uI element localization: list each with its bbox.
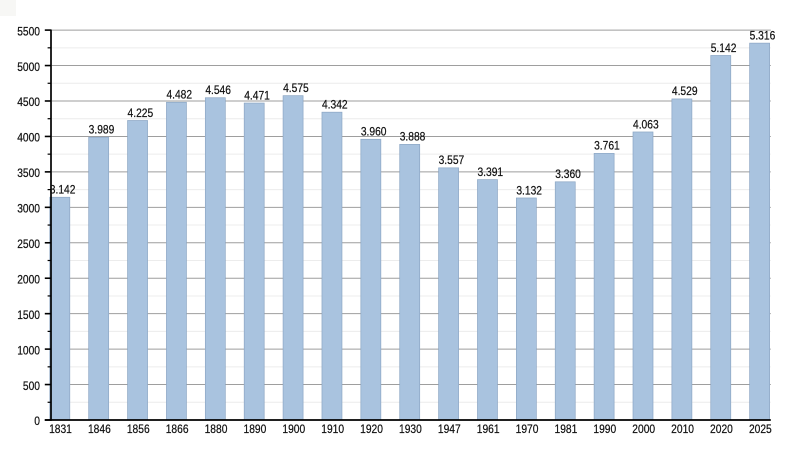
svg-text:1930: 1930 [399, 422, 422, 436]
svg-text:4500: 4500 [17, 95, 40, 109]
svg-text:3.132: 3.132 [516, 183, 542, 197]
svg-text:3.360: 3.360 [555, 167, 581, 181]
svg-text:1981: 1981 [555, 422, 578, 436]
svg-text:3500: 3500 [17, 166, 40, 180]
svg-text:2025: 2025 [749, 422, 772, 436]
svg-text:1961: 1961 [477, 422, 500, 436]
svg-text:3000: 3000 [17, 202, 40, 216]
svg-text:0: 0 [34, 414, 40, 428]
svg-text:1890: 1890 [244, 422, 267, 436]
svg-text:2500: 2500 [17, 237, 40, 251]
svg-text:1856: 1856 [127, 422, 150, 436]
svg-text:1831: 1831 [49, 422, 72, 436]
svg-text:3.557: 3.557 [439, 153, 465, 167]
svg-text:3.391: 3.391 [477, 165, 503, 179]
svg-text:1910: 1910 [321, 422, 344, 436]
svg-text:2000: 2000 [17, 272, 40, 286]
svg-text:1900: 1900 [282, 422, 305, 436]
svg-text:1880: 1880 [205, 422, 228, 436]
svg-text:4.546: 4.546 [205, 83, 231, 97]
svg-text:500: 500 [23, 379, 40, 393]
svg-text:5.142: 5.142 [711, 41, 737, 55]
svg-text:1970: 1970 [516, 422, 539, 436]
svg-text:3.761: 3.761 [594, 139, 620, 153]
svg-text:4000: 4000 [17, 131, 40, 145]
svg-text:1000: 1000 [17, 343, 40, 357]
svg-text:4.529: 4.529 [672, 84, 698, 98]
svg-text:1500: 1500 [17, 308, 40, 322]
svg-text:4.225: 4.225 [128, 106, 154, 120]
svg-text:4.063: 4.063 [633, 117, 659, 131]
svg-text:2000: 2000 [632, 422, 655, 436]
svg-text:5.316: 5.316 [750, 28, 776, 42]
svg-text:2020: 2020 [710, 422, 733, 436]
svg-text:3.888: 3.888 [400, 130, 426, 144]
svg-text:4.575: 4.575 [283, 81, 309, 95]
svg-text:4.482: 4.482 [166, 88, 192, 102]
svg-text:3.960: 3.960 [361, 125, 387, 139]
svg-text:1846: 1846 [88, 422, 111, 436]
svg-text:1990: 1990 [593, 422, 616, 436]
svg-text:2010: 2010 [671, 422, 694, 436]
svg-text:4.342: 4.342 [322, 97, 348, 111]
svg-text:3.142: 3.142 [50, 183, 76, 197]
svg-text:1920: 1920 [360, 422, 383, 436]
svg-text:5000: 5000 [17, 60, 40, 74]
svg-text:4.471: 4.471 [244, 88, 270, 102]
svg-text:5500: 5500 [17, 24, 40, 38]
svg-text:1866: 1866 [166, 422, 189, 436]
svg-text:1947: 1947 [438, 422, 461, 436]
svg-text:3.989: 3.989 [89, 123, 115, 137]
